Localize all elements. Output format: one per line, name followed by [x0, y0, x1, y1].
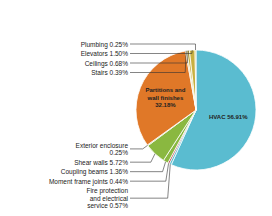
- leader-line: [130, 51, 186, 73]
- data-label-line: Partitions and: [145, 87, 185, 93]
- leader-line: [130, 50, 192, 53]
- data-label-line: Exterior enclosure: [76, 142, 129, 149]
- data-label: Partitions and wall finishes32.18%: [145, 87, 185, 108]
- data-label-line: Coupling beams 1.36%: [61, 168, 128, 176]
- leader-line: [130, 51, 188, 63]
- leader-lines: [130, 44, 196, 198]
- data-label-line: Plumbing 0.25%: [81, 41, 129, 49]
- data-label-line: wall finishes: [147, 95, 184, 101]
- data-label-line: HVAC 56.91%: [209, 114, 248, 120]
- pie-slice: [195, 50, 197, 110]
- data-label: Exterior enclosure0.25%: [76, 142, 129, 157]
- data-label-line: Shear walls 5.72%: [74, 159, 128, 166]
- data-label-line: Ceilings 0.68%: [85, 60, 129, 68]
- leader-line: [130, 164, 170, 198]
- data-label-line: Elevators 1.50%: [81, 50, 129, 57]
- pie-slice: [136, 51, 196, 145]
- data-label-line: and electrical: [90, 195, 129, 202]
- pie-slice: [185, 51, 196, 110]
- page: {"chart_data": {"type": "pie", "values":…: [0, 0, 272, 216]
- data-label-line: 0.25%: [110, 149, 129, 156]
- data-label: Ceilings 0.68%: [85, 60, 129, 68]
- leader-line: [130, 145, 148, 149]
- pie-slice: [189, 50, 196, 110]
- leader-line: [130, 163, 169, 181]
- data-label: Fire protectionand electricalservice 0.5…: [86, 187, 128, 209]
- pie-chart: HVAC 56.91% Partitions and wall finishes32…: [0, 0, 272, 216]
- data-label-line: 32.18%: [155, 102, 176, 108]
- pie-slice: [187, 50, 196, 110]
- leader-line: [130, 154, 155, 162]
- data-label-line: Moment frame joints 0.44%: [49, 178, 128, 186]
- data-label: Coupling beams 1.36%: [61, 168, 128, 176]
- slices: [136, 50, 256, 170]
- chart-container: HVAC 56.91% Partitions and wall finishes32…: [0, 0, 272, 216]
- data-label: HVAC 56.91%: [209, 114, 248, 120]
- data-label: Elevators 1.50%: [81, 50, 129, 57]
- data-label: Stairs 0.39%: [91, 69, 128, 76]
- leader-line: [130, 162, 166, 172]
- data-label: Plumbing 0.25%: [81, 41, 129, 49]
- data-label: Shear walls 5.72%: [74, 159, 128, 166]
- labels: HVAC 56.91% Partitions and wall finishes32…: [49, 41, 248, 210]
- leader-line: [130, 44, 196, 50]
- data-label-line: Stairs 0.39%: [91, 69, 128, 76]
- data-label-line: service 0.57%: [87, 202, 128, 209]
- data-label: Moment frame joints 0.44%: [49, 178, 128, 186]
